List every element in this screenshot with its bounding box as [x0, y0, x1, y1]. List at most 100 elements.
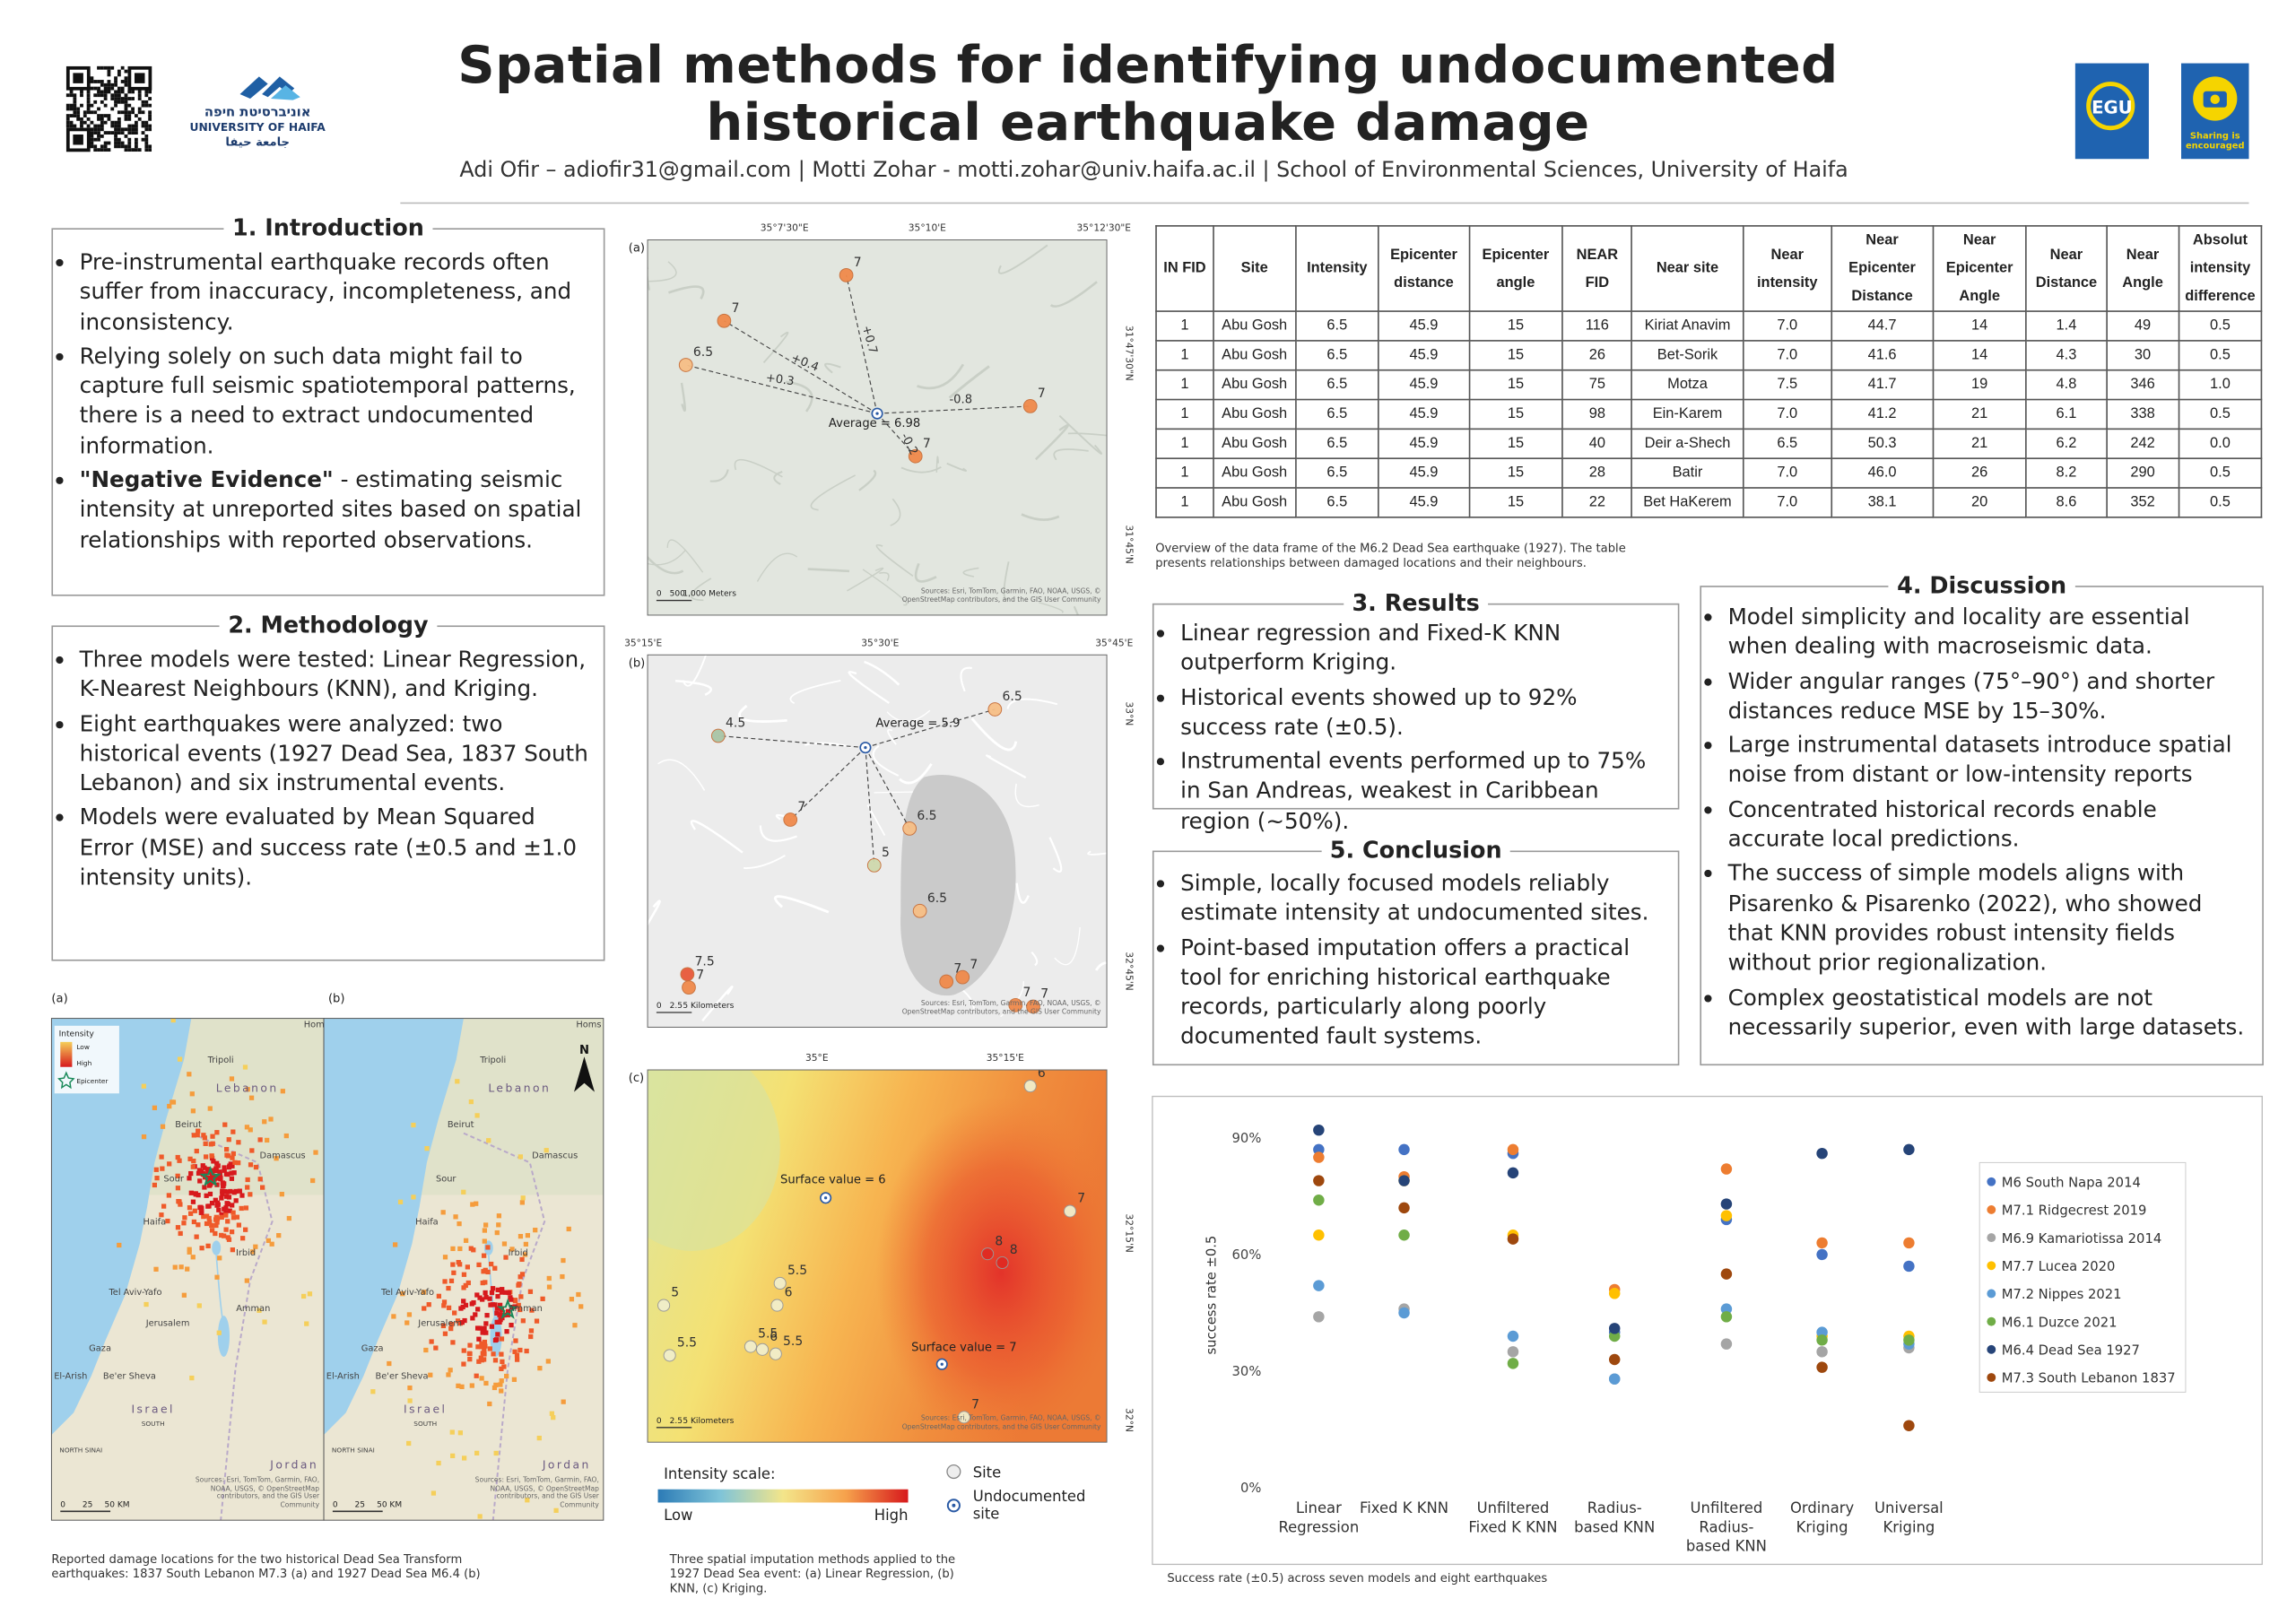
legend-marker	[1987, 1204, 1996, 1214]
road	[601, 697, 648, 735]
qr-module	[90, 141, 94, 145]
damage-location	[499, 1336, 505, 1342]
place-label: Tripoli	[479, 1056, 506, 1065]
border	[190, 1132, 274, 1521]
damage-location	[491, 1351, 496, 1357]
qr-module	[124, 144, 128, 149]
data-point	[1313, 1229, 1325, 1241]
damage-location	[477, 1295, 483, 1300]
section-title-text: 1. Introduction	[223, 214, 433, 242]
damage-location	[493, 1382, 499, 1388]
damage-location	[520, 1195, 526, 1201]
damage-location	[483, 1330, 489, 1335]
data-point	[1398, 1175, 1410, 1186]
damage-location	[213, 1230, 218, 1237]
damage-location	[191, 1219, 197, 1225]
legend-label: M7.1 Ridgecrest 2019	[2002, 1203, 2147, 1219]
data-point	[1816, 1334, 1828, 1346]
qr-module	[90, 131, 94, 135]
damage-location	[209, 1228, 215, 1233]
table-cell: 45.9	[1378, 398, 1470, 430]
road	[899, 762, 933, 785]
damage-location	[141, 1134, 147, 1140]
damage-location	[217, 1169, 222, 1175]
damage-location	[203, 1141, 208, 1146]
qr-module	[107, 114, 111, 117]
bullet-item: Linear regression and Fixed-K KNN outper…	[1180, 618, 1669, 678]
qr-module	[144, 124, 149, 128]
damage-location	[229, 1170, 234, 1176]
table-cell: Bet HaKerem	[1631, 487, 1744, 518]
qr-module	[124, 97, 128, 100]
damage-location	[202, 1185, 207, 1190]
qr-module	[144, 100, 149, 104]
intensity-scale	[657, 1489, 909, 1503]
section-title: 5. Conclusion	[1154, 836, 1678, 865]
damage-location	[516, 1302, 521, 1308]
road	[807, 568, 850, 573]
table-cell: 38.1	[1831, 487, 1934, 518]
qr-module	[127, 90, 132, 94]
damage-location	[219, 1214, 224, 1221]
damage-location	[222, 1165, 227, 1170]
coordinate-label: 35°15'E	[987, 1052, 1024, 1064]
site	[1022, 399, 1038, 413]
table-row: 1 Abu Gosh 6.5 45.9 15 28 Batir 7.0 46.0 26 8.2 290…	[1155, 457, 2263, 489]
qr-module	[110, 93, 115, 98]
qr-module	[134, 137, 138, 142]
damage-location	[489, 1290, 495, 1296]
damage-location	[566, 1226, 571, 1232]
damage-location	[214, 1200, 221, 1205]
place-label: Be'er Sheva	[103, 1372, 156, 1382]
damage-location	[540, 1296, 545, 1301]
qr-module	[124, 93, 128, 98]
damage-location	[572, 1323, 578, 1328]
road	[690, 820, 744, 854]
qr-module	[93, 131, 98, 135]
damage-location	[283, 1133, 289, 1139]
damage-location	[187, 1072, 192, 1077]
qr-module	[148, 127, 152, 132]
damage-location	[240, 1236, 246, 1241]
table-cell: 45.9	[1378, 457, 1470, 489]
damage-location	[197, 1178, 203, 1184]
data-point	[1608, 1330, 1621, 1342]
damage-location	[387, 1360, 392, 1367]
bullet-item: Model simplicity and locality are essent…	[1728, 602, 2254, 662]
undocumented-site-core	[875, 412, 879, 415]
site	[710, 728, 726, 743]
qr-module	[114, 137, 117, 142]
damage-location	[499, 1388, 504, 1394]
damage-location	[213, 1197, 218, 1203]
qr-module	[127, 131, 132, 135]
sharing-text: Sharing is encouraged	[2185, 131, 2245, 152]
qr-module	[114, 100, 117, 104]
qr-module	[83, 120, 87, 125]
damage-location	[450, 1246, 456, 1252]
damage-location	[153, 1167, 159, 1172]
damage-location	[497, 1319, 502, 1325]
damage-location	[166, 1193, 172, 1198]
table-cell: Abu Gosh	[1213, 428, 1297, 459]
scale-label: 1,000 Meters	[683, 590, 736, 599]
qr-module	[141, 124, 145, 128]
damage-location	[509, 1297, 514, 1302]
qr-module	[127, 114, 132, 117]
damage-location	[214, 1160, 220, 1166]
average-label: Average = 5.9	[875, 717, 960, 731]
x-tick-label: Ordinary Kriging	[1789, 1500, 1855, 1537]
damage-location	[503, 1255, 509, 1260]
damage-location	[257, 1137, 263, 1142]
qr-module	[144, 103, 149, 108]
qr-module	[97, 107, 100, 111]
qr-module	[137, 107, 142, 111]
road	[887, 729, 897, 745]
road	[948, 365, 990, 399]
damage-location	[194, 1148, 199, 1154]
damage-location	[546, 1275, 552, 1282]
qr-module	[90, 137, 94, 142]
damage-location	[189, 1375, 195, 1381]
damage-location	[501, 1364, 507, 1369]
damage-location	[225, 1189, 230, 1195]
